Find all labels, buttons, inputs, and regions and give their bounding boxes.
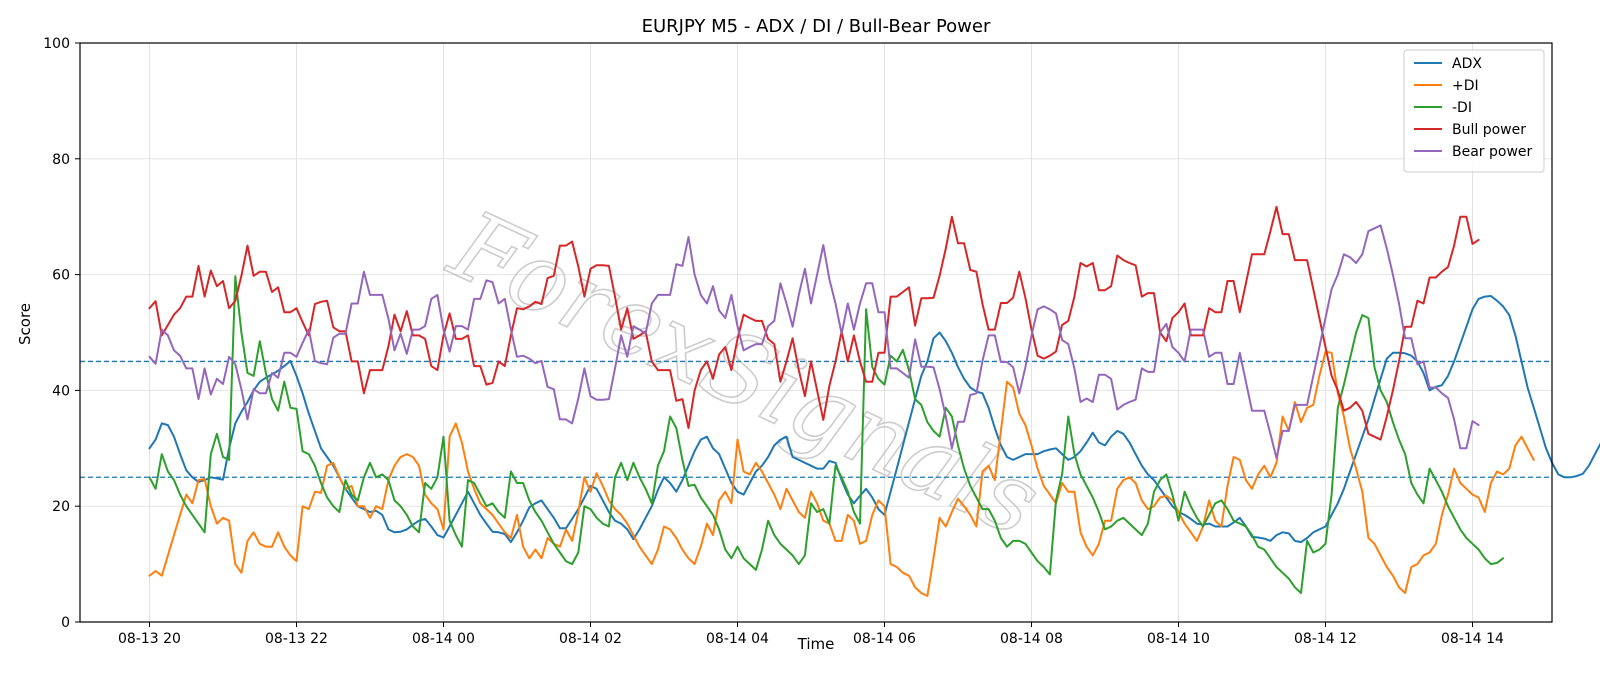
series-line-bull-power	[148, 205, 1480, 441]
reference-lines	[80, 360, 1552, 478]
y-tick-label: 80	[52, 152, 70, 168]
legend-label: +DI	[1452, 78, 1479, 94]
x-tick-label: 08-14 00	[412, 631, 475, 647]
y-tick-label: 0	[61, 615, 70, 631]
x-tick-label: 08-14 02	[559, 631, 622, 647]
x-tick-label: 08-14 12	[1294, 631, 1357, 647]
series-lines	[148, 205, 1600, 597]
series-line-di	[148, 275, 1505, 594]
series-line-adx	[148, 295, 1600, 544]
chart-title: EURJPY M5 - ADX / DI / Bull-Bear Power	[642, 16, 991, 37]
y-tick-label: 20	[52, 499, 70, 515]
x-tick-label: 08-13 20	[118, 631, 181, 647]
legend-box	[1403, 49, 1545, 173]
y-tick-label: 40	[52, 383, 70, 399]
y-tick-label: 60	[52, 268, 70, 284]
x-tick-label: 08-14 04	[706, 631, 769, 647]
x-tick-label: 08-14 08	[1000, 631, 1063, 647]
x-tick-label: 08-13 22	[265, 631, 328, 647]
legend-label: Bull power	[1452, 122, 1526, 138]
legend-label: -DI	[1452, 100, 1472, 116]
x-tick-label: 08-14 14	[1441, 631, 1504, 647]
legend-label: Bear power	[1452, 144, 1533, 160]
x-axis-ticks: 08-13 20 08-13 22 08-14 00 08-14 02 08-14 04…	[118, 622, 1504, 647]
x-tick-label: 08-14 10	[1147, 631, 1210, 647]
plot-frame	[79, 42, 1553, 623]
y-tick-label: 100	[43, 36, 70, 52]
series-line-di	[148, 350, 1535, 597]
series-line-bear-power	[148, 224, 1480, 460]
grid	[80, 42, 1552, 623]
legend-label: ADX	[1452, 56, 1482, 72]
x-tick-label: 08-14 06	[853, 631, 916, 647]
y-axis-title: Score	[16, 303, 34, 345]
x-axis-title: Time	[797, 635, 835, 653]
legend: ADX +DI -DI Bull power Bear power	[1403, 49, 1545, 173]
y-axis-ticks: 0 20 40 60 80 100	[43, 36, 80, 631]
